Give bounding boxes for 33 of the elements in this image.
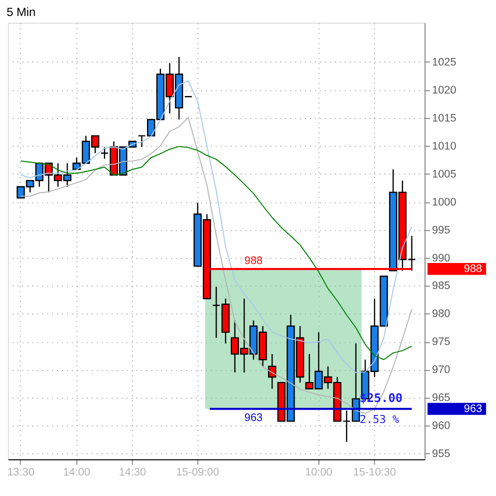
x-tick-label: 15-10:30 — [353, 466, 396, 479]
candlestick — [100, 146, 109, 160]
annotation: $25.00 — [360, 390, 403, 405]
ref-line-label: 988 — [244, 255, 263, 268]
x-tick-label: 14:30 — [118, 466, 146, 479]
x-tick-label: 15-09:00 — [176, 466, 220, 479]
x-tick-label: 13:30 — [7, 466, 34, 479]
x-tick-label: 10:00 — [305, 466, 332, 479]
line-series — [20, 146, 412, 360]
y-tick-label: 1020 — [432, 84, 456, 96]
chart-title: 5 Min — [6, 4, 36, 19]
y-tick-label: 965 — [432, 392, 450, 404]
candlestick — [212, 286, 220, 338]
annotation: 2.53 % — [360, 412, 400, 426]
y-tick-label: 970 — [432, 364, 450, 376]
text: 988 — [464, 262, 482, 275]
y-tick-label: 1000 — [432, 196, 456, 208]
y-tick-label: 955 — [432, 448, 450, 460]
text: 963 — [464, 402, 482, 415]
ref-line-label: 963 — [244, 412, 263, 424]
y-tick-label: 995 — [432, 224, 450, 236]
y-tick-label: 1005 — [432, 168, 456, 180]
y-tick-label: 1025 — [432, 56, 456, 68]
y-tick-label: 1010 — [432, 140, 456, 152]
y-tick-label: 975 — [432, 336, 450, 348]
x-tick-label: 14:00 — [62, 466, 90, 479]
candlestick — [408, 235, 416, 272]
y-tick-label: 960 — [432, 420, 450, 432]
y-tick-label: 1015 — [432, 112, 456, 124]
y-tick-label: 980 — [432, 308, 450, 320]
y-tick-label: 985 — [432, 280, 450, 292]
y-tick-label: 990 — [432, 252, 450, 264]
line-series — [20, 80, 412, 373]
